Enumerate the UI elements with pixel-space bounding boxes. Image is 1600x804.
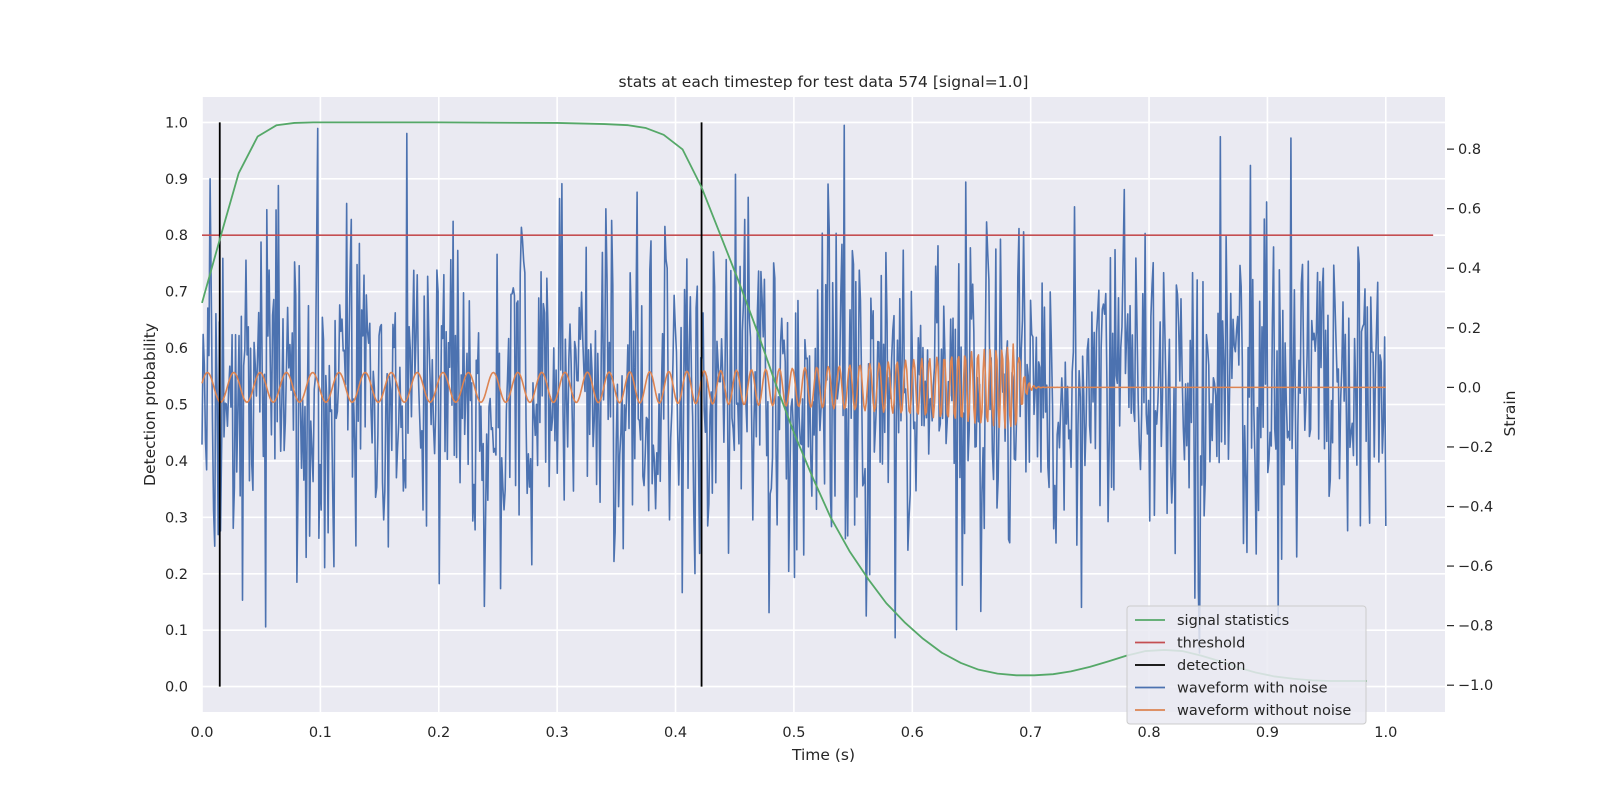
y2-tick-label: −1.0 — [1458, 678, 1493, 694]
y-tick-label: 0.1 — [165, 623, 188, 639]
y-tick-label: 0.9 — [165, 172, 188, 188]
x-tick-label: 0.9 — [1256, 725, 1279, 741]
legend: signal statistics threshold detection wa… — [1126, 605, 1367, 725]
x-tick-label: 0.2 — [427, 725, 450, 741]
y2-tick-label: −0.4 — [1458, 500, 1493, 516]
y-tick-label: 0.7 — [165, 285, 188, 301]
y2-tick-label: −0.6 — [1458, 559, 1493, 575]
y-tick-label: 0.3 — [165, 510, 188, 526]
legend-box — [1126, 605, 1367, 725]
axes: 0.0 0.1 0.2 0.3 0.4 0.5 0.6 0.7 0.8 0.9 1.0 0.0 0.1 0… — [165, 115, 1493, 741]
y2-tick-label: 0.0 — [1458, 380, 1481, 396]
x-tick-label: 0.6 — [901, 725, 924, 741]
x-tick-label: 0.5 — [782, 725, 805, 741]
y-tick-label: 0.0 — [165, 680, 188, 696]
y-tick-label: 0.2 — [165, 567, 188, 583]
x-tick-label: 0.3 — [546, 725, 569, 741]
legend-label-waveform-with-noise: waveform with noise — [1177, 681, 1328, 697]
x-tick-label: 0.7 — [1019, 725, 1042, 741]
y-tick-label: 0.8 — [165, 228, 188, 244]
chart-title: stats at each timestep for test data 574… — [619, 73, 1029, 91]
y2-tick-label: 0.2 — [1458, 321, 1481, 337]
y2-tick-label: −0.2 — [1458, 440, 1493, 456]
y-tick-label: 1.0 — [165, 115, 188, 131]
y-axis-label: Detection probability — [141, 323, 159, 486]
x-tick-label: 0.8 — [1138, 725, 1161, 741]
x-tick-label: 0.1 — [309, 725, 332, 741]
legend-label-signal-statistics: signal statistics — [1177, 613, 1289, 629]
y2-tick-label: 0.4 — [1458, 261, 1481, 277]
x-tick-label: 0.0 — [190, 725, 213, 741]
x-axis-label: Time (s) — [791, 746, 855, 764]
x-tick-label: 1.0 — [1374, 725, 1397, 741]
legend-label-detection: detection — [1177, 658, 1245, 674]
series-waveform-without-noise — [201, 343, 1386, 429]
y-tick-label: 0.6 — [165, 341, 188, 357]
legend-label-waveform-without-noise: waveform without noise — [1177, 703, 1351, 719]
legend-label-threshold: threshold — [1177, 636, 1245, 652]
y2-tick-label: 0.6 — [1458, 202, 1481, 218]
y-tick-label: 0.4 — [165, 454, 188, 470]
y-tick-label: 0.5 — [165, 398, 188, 414]
y2-tick-label: −0.8 — [1458, 619, 1493, 635]
x-tick-label: 0.4 — [664, 725, 687, 741]
y2-tick-label: 0.8 — [1458, 142, 1481, 158]
y2-axis-label: Strain — [1501, 391, 1519, 437]
